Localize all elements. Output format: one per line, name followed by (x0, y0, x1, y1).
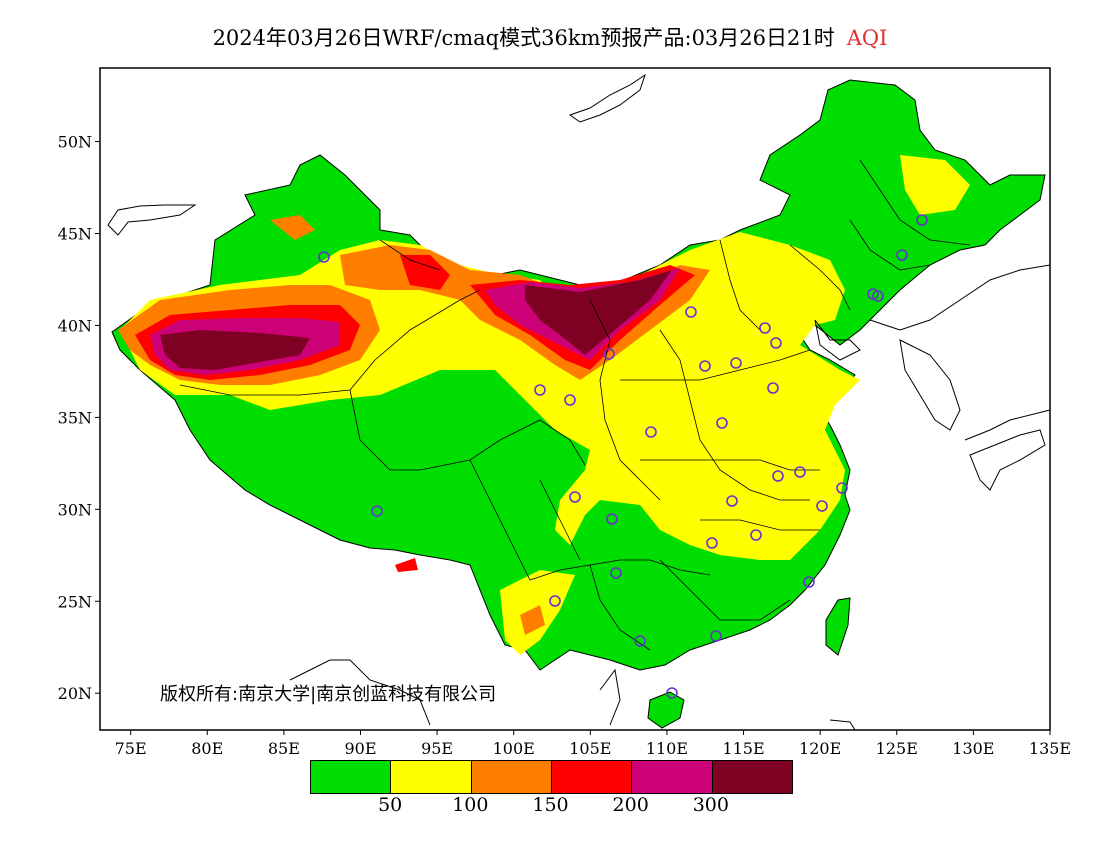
title-text: 2024年03月26日WRF/cmaq模式36km预报产品:03月26日21时 (212, 26, 835, 50)
lon-label: 120E (799, 739, 841, 758)
lat-label: 50N (58, 133, 92, 152)
legend-label: 300 (692, 794, 729, 816)
province-boundaries (179, 159, 971, 651)
legend-swatch (391, 761, 472, 793)
lat-label: 40N (58, 316, 92, 335)
hainan-island (647, 691, 685, 729)
lon-label: 135E (1029, 739, 1071, 758)
legend-swatch (471, 761, 552, 793)
lon-label: 100E (493, 739, 535, 758)
lat-label: 20N (58, 684, 92, 703)
lat-label: 45N (58, 225, 92, 244)
lon-label: 115E (722, 739, 764, 758)
lon-label: 110E (646, 739, 688, 758)
copyright-notice: 版权所有:南京大学|南京创蓝科技有限公司 (160, 684, 497, 705)
legend-swatch (712, 761, 792, 793)
lon-label: 85E (268, 739, 300, 758)
title-aqi-tag: AQI (846, 26, 888, 50)
lat-label: 25N (58, 592, 92, 611)
aqi-legend-bar (310, 760, 793, 794)
taiwan-island (825, 597, 851, 656)
legend-label: 50 (378, 794, 403, 816)
lat-label: 35N (58, 408, 92, 427)
legend-swatch (551, 761, 633, 793)
legend-swatch (311, 761, 392, 793)
map-frame (99, 67, 1051, 731)
longitude-axis: 75E 80E 85E 90E 95E 100E 105E 110E 115E 120E 125E 1… (115, 730, 1071, 758)
aqi-legend-labels: 50 100 150 200 300 (0, 794, 1100, 820)
legend-label: 100 (452, 794, 489, 816)
lon-label: 130E (952, 739, 994, 758)
lon-label: 105E (569, 739, 611, 758)
lon-label: 90E (344, 739, 376, 758)
map-title: 2024年03月26日WRF/cmaq模式36km预报产品:03月26日21时 A… (0, 22, 1100, 52)
neighbor-coastlines (107, 73, 1051, 731)
station-markers (318, 214, 928, 699)
legend-label: 150 (532, 794, 569, 816)
lon-label: 80E (191, 739, 223, 758)
lat-label: 30N (58, 500, 92, 519)
lon-label: 95E (421, 739, 453, 758)
aqi-hazardous-zones (160, 270, 672, 370)
lon-label: 75E (115, 739, 147, 758)
legend-swatch (632, 761, 713, 793)
latitude-axis: 20N 25N 30N 35N 40N 45N 50N (58, 133, 100, 703)
legend-label: 200 (612, 794, 649, 816)
lon-label: 125E (876, 739, 918, 758)
